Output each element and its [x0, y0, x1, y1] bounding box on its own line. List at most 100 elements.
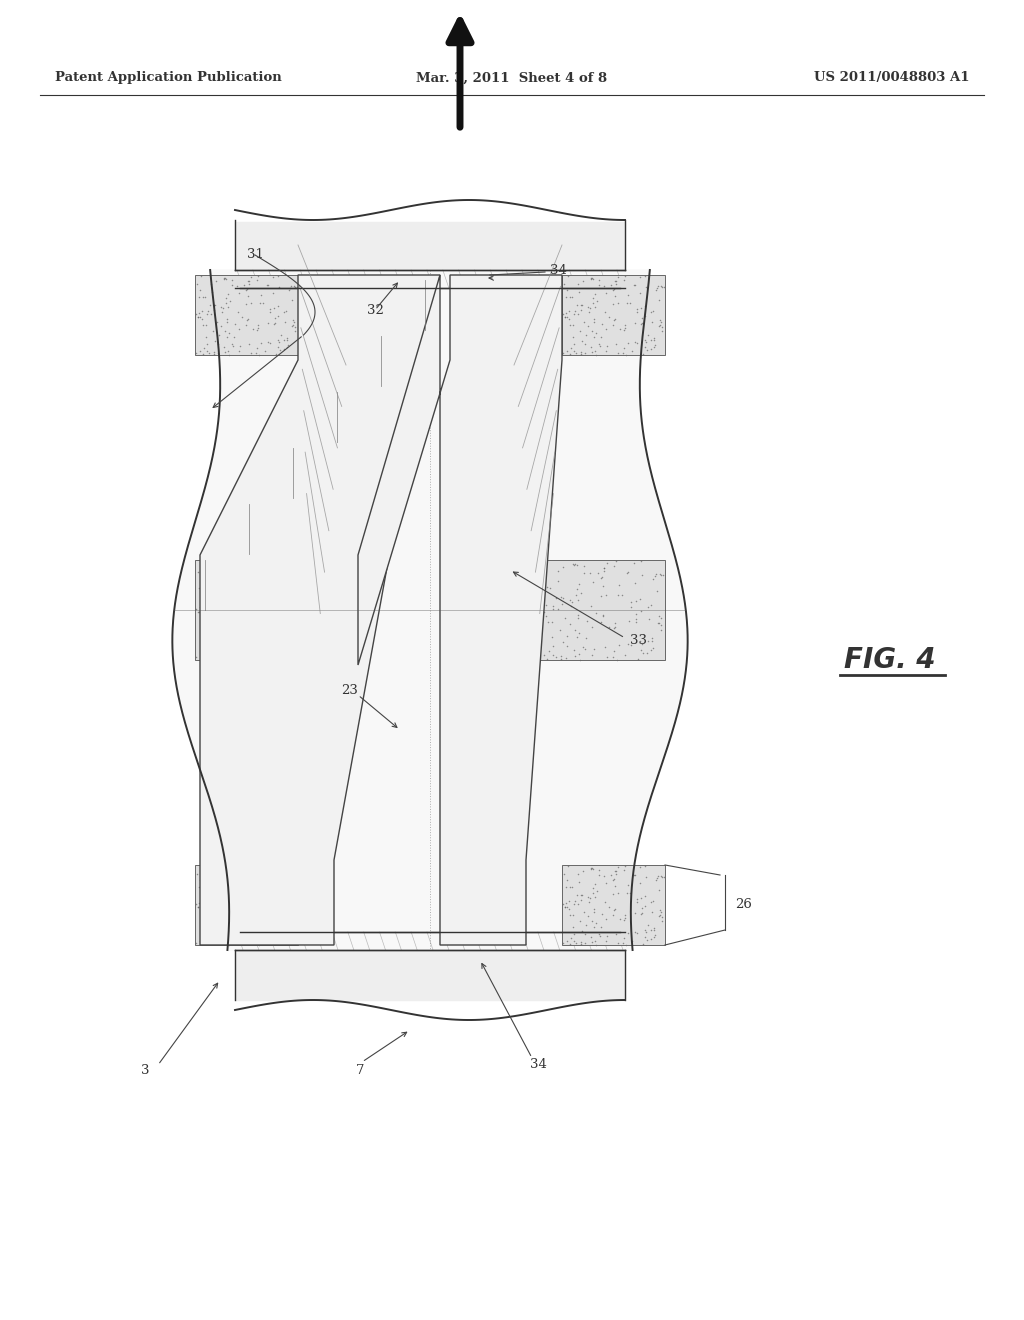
Text: 32: 32	[367, 304, 383, 317]
Point	[223, 334, 240, 355]
Point	[565, 924, 582, 945]
Point	[643, 902, 659, 923]
Point	[250, 585, 266, 606]
Point	[229, 865, 246, 886]
Point	[645, 638, 662, 659]
Point	[605, 279, 622, 300]
Point	[206, 300, 222, 321]
Point	[566, 931, 583, 952]
Point	[580, 315, 596, 337]
Point	[591, 924, 607, 945]
Point	[649, 866, 666, 887]
Point	[558, 931, 574, 952]
Point	[639, 642, 655, 663]
Point	[289, 866, 305, 887]
Point	[592, 335, 608, 356]
Point	[620, 883, 636, 904]
Point	[639, 631, 655, 652]
Point	[207, 561, 223, 582]
Point	[584, 911, 600, 932]
Point	[578, 915, 594, 936]
Point	[638, 331, 654, 352]
Point	[230, 318, 247, 339]
Text: Mar. 3, 2011  Sheet 4 of 8: Mar. 3, 2011 Sheet 4 of 8	[417, 71, 607, 84]
Point	[629, 923, 645, 944]
Point	[220, 322, 237, 343]
Point	[225, 583, 242, 605]
Point	[650, 289, 667, 310]
Point	[197, 648, 213, 669]
Point	[252, 293, 268, 314]
Point	[602, 275, 618, 296]
Point	[213, 906, 229, 927]
Point	[302, 638, 318, 659]
Point	[253, 874, 269, 895]
Point	[649, 867, 666, 888]
Point	[544, 611, 560, 632]
Point	[227, 903, 244, 924]
Point	[592, 925, 608, 946]
Point	[187, 932, 204, 953]
Point	[559, 306, 575, 327]
Point	[312, 565, 329, 586]
Point	[269, 886, 286, 907]
Point	[604, 293, 621, 314]
Point	[224, 275, 241, 296]
Point	[270, 337, 287, 358]
Point	[577, 343, 593, 364]
Point	[195, 605, 211, 626]
Point	[263, 556, 280, 577]
Point	[205, 587, 221, 609]
Point	[206, 933, 222, 954]
Point	[210, 343, 226, 364]
Point	[251, 935, 267, 956]
Point	[223, 269, 240, 290]
Point	[643, 330, 659, 351]
Point	[580, 906, 596, 927]
Point	[251, 566, 267, 587]
Point	[581, 301, 597, 322]
Point	[241, 644, 257, 665]
Point	[221, 290, 238, 312]
Point	[629, 888, 645, 909]
Polygon shape	[200, 275, 440, 945]
Point	[560, 309, 577, 330]
Point	[280, 591, 296, 612]
Point	[189, 273, 206, 294]
Point	[238, 883, 254, 904]
Point	[219, 916, 236, 937]
Point	[590, 562, 606, 583]
Point	[586, 309, 602, 330]
Point	[588, 602, 604, 623]
Point	[226, 626, 243, 647]
Point	[571, 649, 588, 671]
Point	[292, 643, 308, 664]
Point	[219, 899, 236, 920]
Point	[272, 325, 289, 346]
Point	[283, 276, 299, 297]
Point	[591, 865, 607, 886]
Point	[307, 612, 324, 634]
Point	[233, 896, 250, 917]
Point	[217, 321, 233, 342]
Point	[267, 635, 284, 656]
Point	[298, 609, 314, 630]
Point	[643, 312, 659, 333]
Point	[572, 884, 589, 906]
Point	[655, 866, 672, 887]
Point	[212, 557, 228, 578]
Point	[271, 866, 288, 887]
Point	[650, 879, 667, 900]
Point	[252, 923, 268, 944]
Point	[561, 933, 578, 954]
Point	[211, 593, 227, 614]
Point	[628, 903, 644, 924]
Point	[206, 294, 222, 315]
Point	[602, 865, 618, 886]
Point	[608, 334, 625, 355]
Point	[538, 550, 554, 572]
Point	[245, 908, 261, 929]
Point	[558, 302, 574, 323]
Point	[578, 924, 594, 945]
Point	[572, 343, 589, 364]
